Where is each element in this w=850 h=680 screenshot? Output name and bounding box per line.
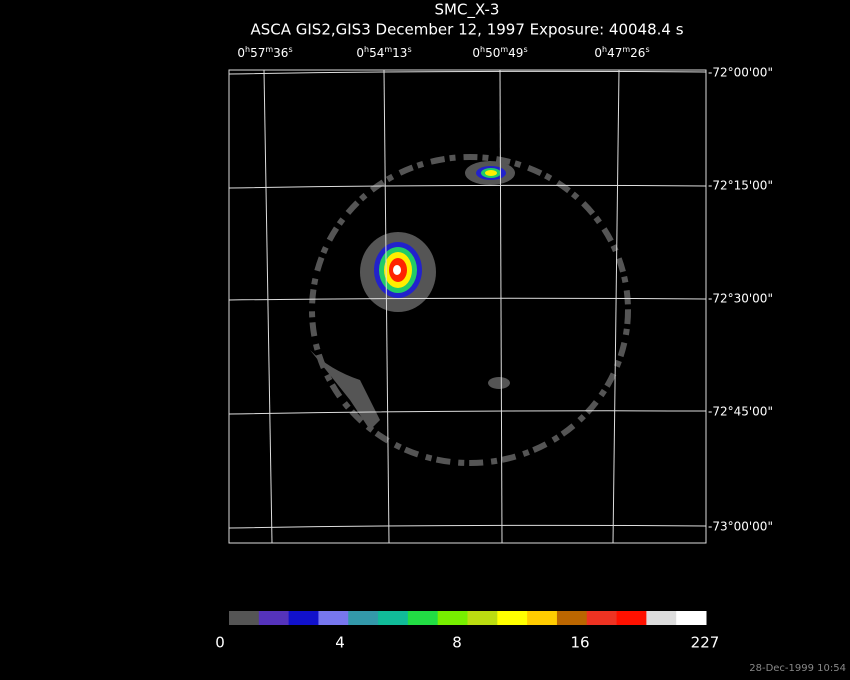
faint-source — [488, 377, 510, 389]
ra-label: 0h54m13s — [356, 45, 411, 60]
colorbar-segment — [467, 611, 498, 625]
ra-unit: s — [523, 45, 527, 54]
colorbar — [229, 611, 707, 625]
ra-line — [263, 69, 273, 544]
ra-unit: m — [265, 45, 273, 54]
colorbar-segment — [586, 611, 618, 625]
colorbar-label: 4 — [335, 634, 345, 652]
ra-unit: h — [245, 45, 250, 54]
colorbar-segment — [646, 611, 677, 625]
ra-value: 57 — [250, 46, 265, 60]
source-2 — [465, 161, 515, 185]
colorbar-segment — [497, 611, 528, 625]
colorbar-segment — [348, 611, 379, 625]
dec-label: -72°15'00" — [708, 179, 773, 193]
ra-line — [612, 69, 620, 544]
ra-unit: m — [622, 45, 630, 54]
colorbar-segment — [556, 611, 588, 625]
ra-unit: h — [480, 45, 485, 54]
ra-value: 0 — [472, 46, 480, 60]
dec-label: -72°45'00" — [708, 405, 773, 419]
colorbar-segment — [229, 611, 260, 625]
colorbar-segment — [407, 611, 439, 625]
image — [309, 154, 631, 466]
colorbar-segment — [318, 611, 349, 625]
dec-line — [228, 410, 707, 415]
ra-unit: h — [364, 45, 369, 54]
title: SMC_X-3 — [435, 1, 500, 20]
ra-label: 0h57m36s — [237, 45, 292, 60]
colorbar-segment — [616, 611, 647, 625]
coordinate-grid — [228, 69, 707, 544]
ra-unit: s — [407, 45, 411, 54]
dec-line — [228, 524, 707, 529]
dec-label: -72°30'00" — [708, 292, 773, 306]
detector-ring — [309, 154, 631, 466]
timestamp: 28-Dec-1999 10:54 — [749, 663, 846, 674]
dec-line — [228, 297, 707, 301]
ra-value: 50 — [485, 46, 500, 60]
ra-label: 0h47m26s — [594, 45, 649, 60]
colorbar-label: 8 — [452, 634, 462, 652]
ra-value: 0 — [356, 46, 364, 60]
ra-unit: m — [384, 45, 392, 54]
ra-value: 49 — [508, 46, 523, 60]
ra-value: 0 — [237, 46, 245, 60]
ra-label: 0h50m49s — [472, 45, 527, 60]
frame — [228, 69, 707, 544]
ra-unit: m — [500, 45, 508, 54]
ra-line — [499, 69, 503, 544]
ra-value: 36 — [273, 46, 288, 60]
ra-line — [383, 69, 390, 544]
dec-line — [228, 70, 707, 75]
dec-line — [228, 184, 707, 189]
colorbar-label: 227 — [691, 634, 720, 652]
colorbar-segment — [258, 611, 290, 625]
ra-value: 13 — [392, 46, 407, 60]
colorbar-segment — [527, 611, 558, 625]
colorbar-segment — [288, 611, 319, 625]
colorbar-segment — [437, 611, 468, 625]
dec-labels: -72°00'00" -72°15'00" -72°30'00" -72°45'00"… — [708, 66, 773, 534]
subtitle: ASCA GIS2,GIS3 December 12, 1997 Exposur… — [250, 21, 683, 39]
ra-labels: 0h57m36s 0h54m13s 0h50m49s 0h47m26s — [237, 45, 649, 60]
ra-value: 54 — [369, 46, 384, 60]
diffuse-emission — [310, 350, 380, 430]
ra-value: 47 — [607, 46, 622, 60]
ra-unit: s — [288, 45, 292, 54]
colorbar-label: 16 — [570, 634, 589, 652]
colorbar-labels: 0 4 8 16 227 — [215, 634, 719, 652]
ra-unit: h — [602, 45, 607, 54]
source-1 — [360, 232, 436, 312]
colorbar-label: 0 — [215, 634, 225, 652]
dec-label: -73°00'00" — [708, 520, 773, 534]
ra-value: 0 — [594, 46, 602, 60]
dec-label: -72°00'00" — [708, 66, 773, 80]
colorbar-segment — [378, 611, 409, 625]
ra-unit: s — [645, 45, 649, 54]
ra-value: 26 — [630, 46, 645, 60]
colorbar-segment — [676, 611, 707, 625]
